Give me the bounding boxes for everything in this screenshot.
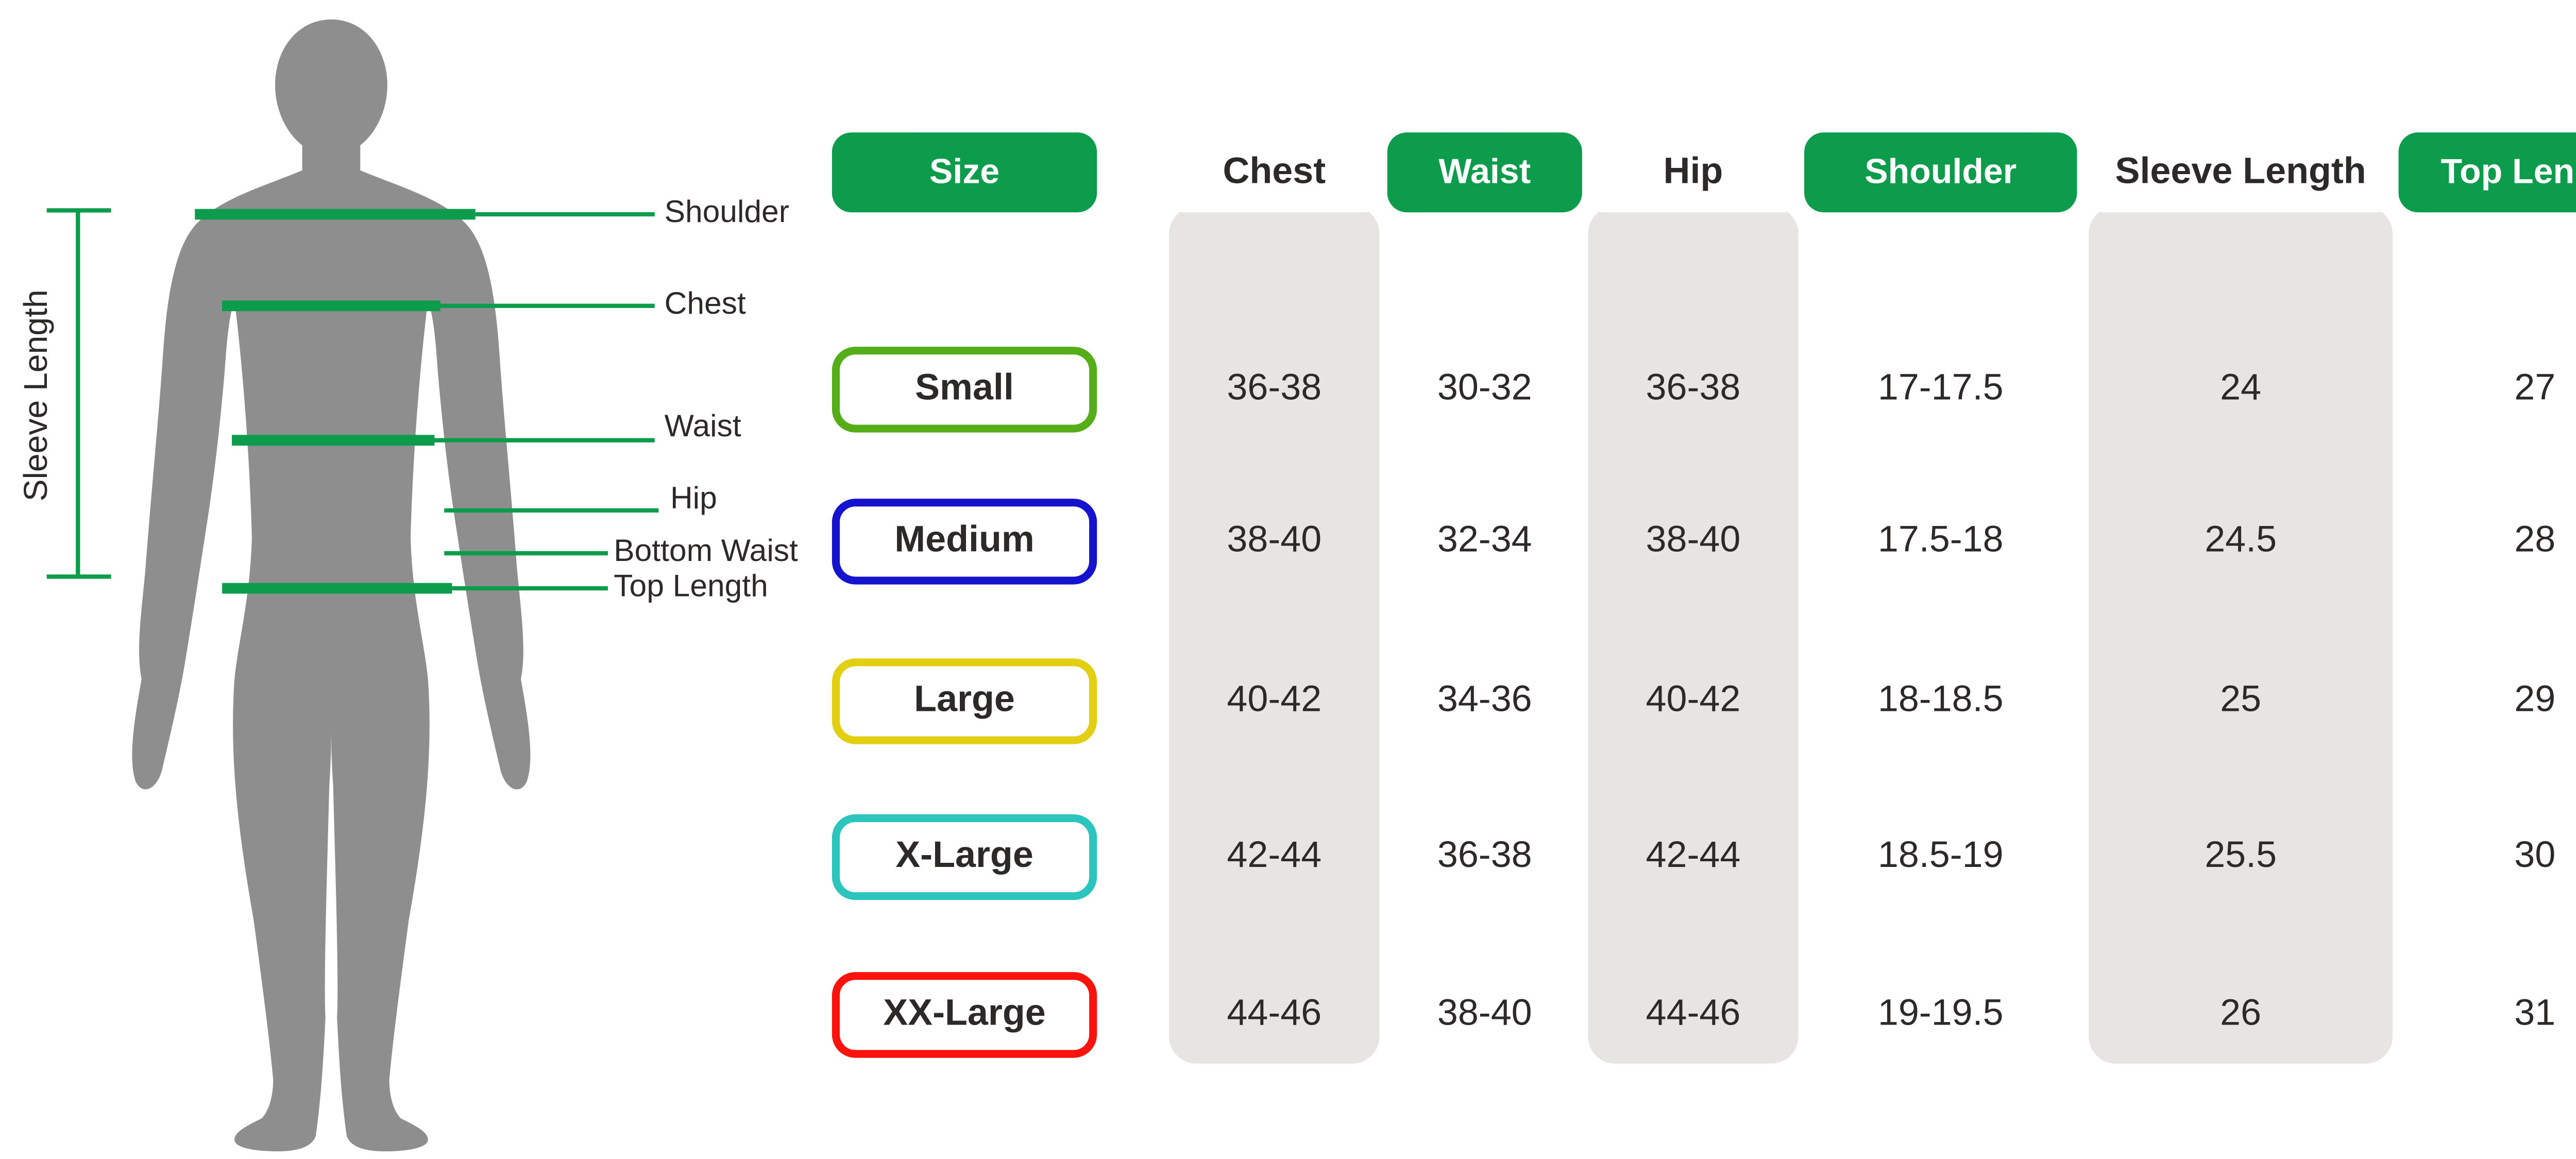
column-header-label: Top Length <box>2441 151 2576 191</box>
table-cell: 44-46 <box>1646 993 1741 1035</box>
table-cell: 36-38 <box>1437 836 1532 877</box>
column-top-length: Top Length 27 28 29 30 31 <box>2398 0 2576 1159</box>
column-size: Size Small Medium Large X-Large XX-Large <box>828 0 1100 1159</box>
table-cell: 24.5 <box>2205 520 2277 561</box>
label-waist: Waist <box>664 411 741 445</box>
column-header-top-length: Top Length <box>2398 132 2576 213</box>
column-header-label: Sleeve Length <box>2115 151 2366 192</box>
label-top-length: Top Length <box>614 571 768 604</box>
table-cell: 26 <box>2220 993 2262 1035</box>
table-cell: 29 <box>2514 679 2556 721</box>
column-header-waist: Waist <box>1387 132 1582 213</box>
label-chest: Chest <box>664 288 746 322</box>
measurement-lines <box>46 208 659 594</box>
column-hip: Hip 36-38 38-40 40-42 42-44 44-46 <box>1584 0 1803 1159</box>
body-measurement-diagram: Sleeve Length Shoulder Chest Waist Hip B… <box>0 0 818 1159</box>
size-chip-label: XX-Large <box>883 993 1046 1035</box>
table-cell: 44-46 <box>1227 993 1322 1035</box>
size-chip-large: Large <box>832 658 1097 744</box>
column-sleeve-length: Sleeve Length 24 24.5 25 25.5 26 <box>2084 0 2397 1159</box>
table-cell: 25 <box>2220 679 2262 721</box>
table-cell: 17.5-18 <box>1877 520 2004 561</box>
table-cell: 42-44 <box>1227 836 1322 877</box>
column-header-label: Chest <box>1223 151 1326 192</box>
table-cell: 31 <box>2514 993 2556 1035</box>
column-header-label: Waist <box>1438 151 1531 191</box>
table-cell: 38-40 <box>1646 520 1741 561</box>
column-shoulder: Shoulder 17-17.5 17.5-18 18-18.5 18.5-19… <box>1804 0 2077 1159</box>
table-cell: 40-42 <box>1646 679 1741 721</box>
table-cell: 34-36 <box>1437 679 1532 721</box>
column-header-label: Shoulder <box>1865 151 2017 191</box>
label-hip: Hip <box>670 483 717 517</box>
column-header-hip: Hip <box>1584 132 1803 213</box>
table-cell: 19-19.5 <box>1877 993 2004 1035</box>
table-cell: 42-44 <box>1646 836 1741 877</box>
size-chip-x-large: X-Large <box>832 814 1097 900</box>
table-cell: 25.5 <box>2205 836 2277 877</box>
label-bottom-waist: Bottom Waist <box>614 536 798 569</box>
column-stripe <box>2089 206 2393 1064</box>
size-column-header: Size <box>832 132 1097 213</box>
sleeve-length-bracket <box>46 208 111 579</box>
table-cell: 36-38 <box>1227 368 1322 410</box>
table-cell: 36-38 <box>1646 368 1741 410</box>
table-cell: 38-40 <box>1227 520 1322 561</box>
column-stripe <box>1588 206 1799 1064</box>
table-cell: 24 <box>2220 368 2262 410</box>
column-header-sleeve-length: Sleeve Length <box>2084 132 2397 213</box>
column-header-label: Hip <box>1663 151 1723 192</box>
table-cell: 30 <box>2514 836 2556 877</box>
size-chip-small: Small <box>832 347 1097 433</box>
table-cell: 30-32 <box>1437 368 1532 410</box>
column-stripe <box>1169 206 1380 1064</box>
table-cell: 18-18.5 <box>1877 679 2004 721</box>
table-cell: 38-40 <box>1437 993 1532 1035</box>
label-shoulder: Shoulder <box>664 196 789 230</box>
size-chip-xx-large: XX-Large <box>832 972 1097 1058</box>
table-cell: 32-34 <box>1437 520 1532 561</box>
table-cell: 28 <box>2514 520 2556 561</box>
size-chip-label: Medium <box>894 520 1035 561</box>
size-chip-medium: Medium <box>832 499 1097 585</box>
table-cell: 17-17.5 <box>1877 368 2004 410</box>
column-header-chest: Chest <box>1165 132 1384 213</box>
size-header-label: Size <box>929 151 1000 191</box>
size-chip-label: X-Large <box>895 836 1033 877</box>
column-waist: Waist 30-32 32-34 34-36 36-38 38-40 <box>1387 0 1582 1159</box>
table-cell: 27 <box>2514 368 2556 410</box>
size-chip-label: Large <box>914 679 1015 721</box>
table-cell: 40-42 <box>1227 679 1322 721</box>
column-chest: Chest 36-38 38-40 40-42 42-44 44-46 <box>1165 0 1384 1159</box>
table-cell: 18.5-19 <box>1877 836 2004 877</box>
column-header-shoulder: Shoulder <box>1804 132 2077 213</box>
size-chip-label: Small <box>915 368 1014 410</box>
